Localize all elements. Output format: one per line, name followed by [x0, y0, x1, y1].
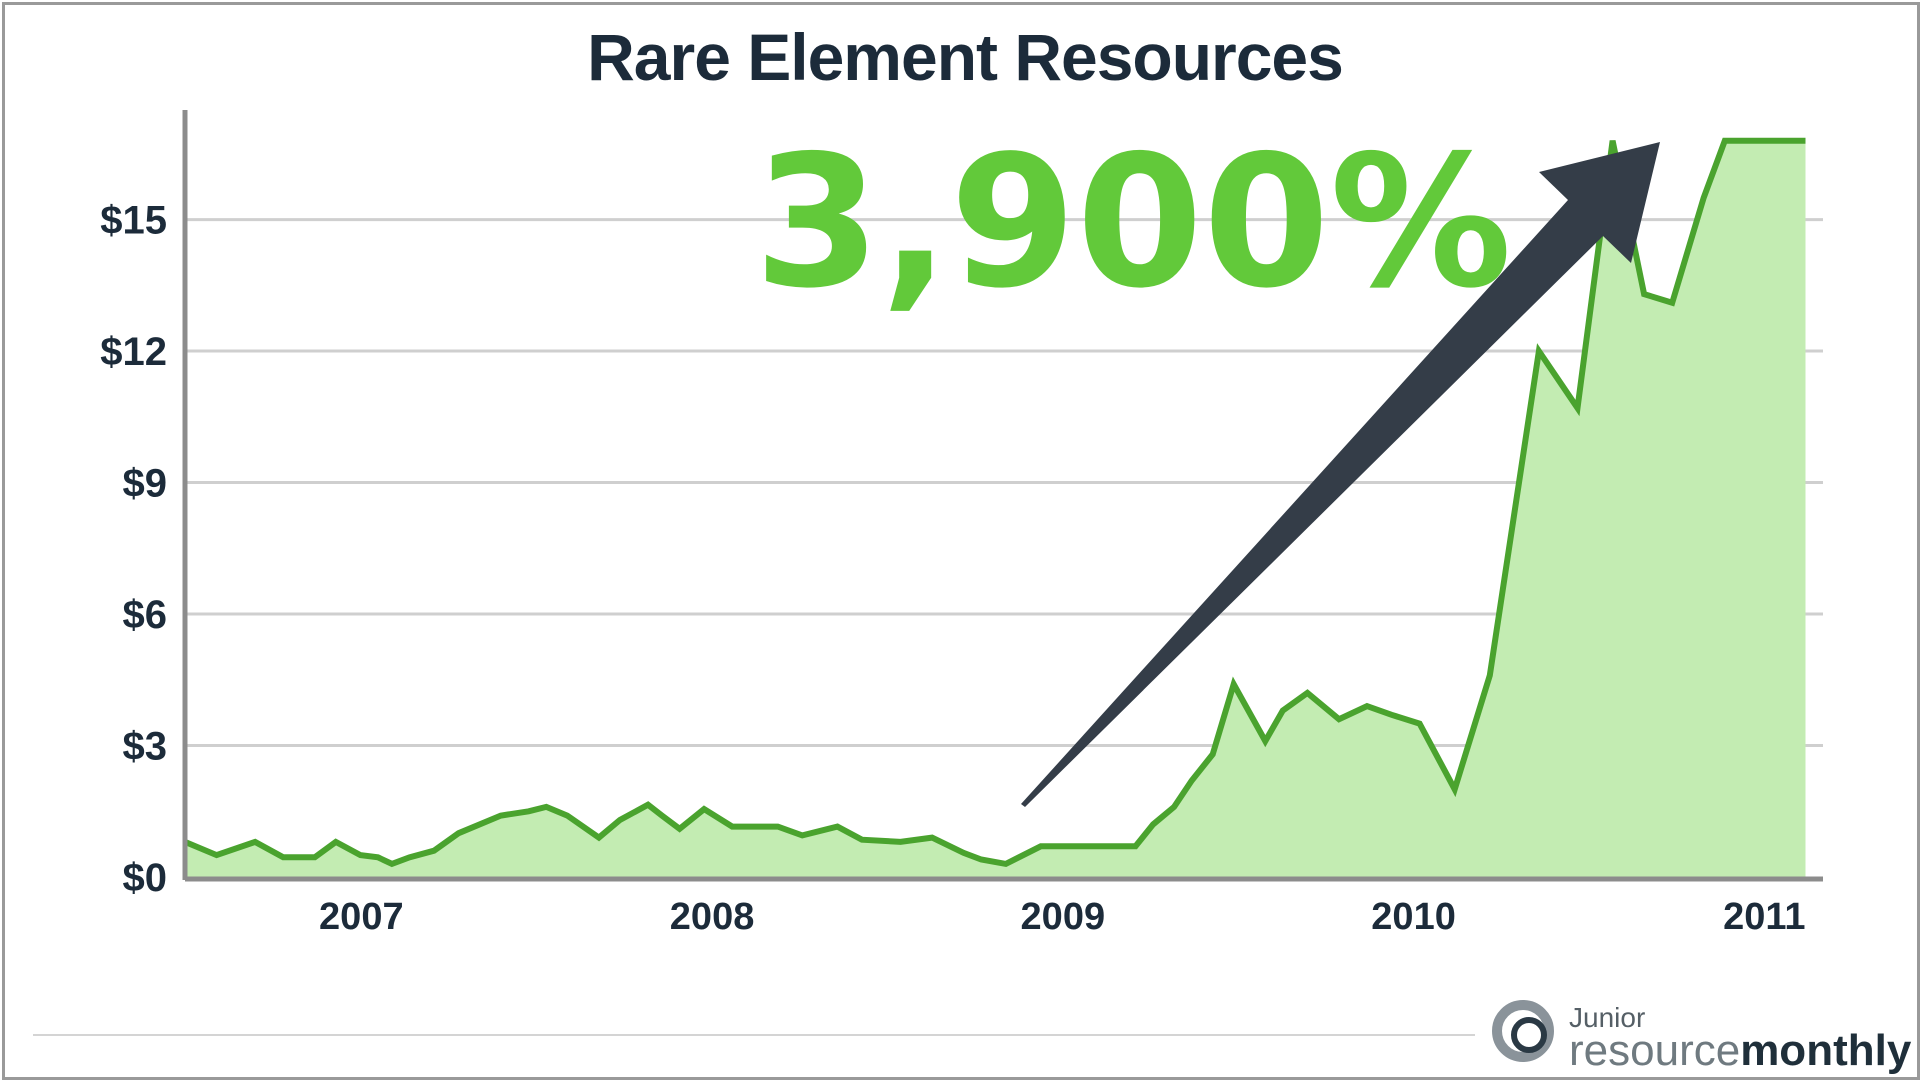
logo-junior-text: Junior: [1569, 1002, 1645, 1033]
logo-monthly-text: monthly: [1740, 1026, 1912, 1075]
ring-logo-icon: [1492, 1000, 1554, 1062]
y-tick-label: $9: [123, 462, 168, 506]
price-area-fill: [185, 140, 1806, 877]
brand-logo: Junior resourcemonthly: [1492, 1000, 1912, 1075]
x-tick-label: 2008: [670, 896, 755, 938]
x-tick-labels: 2007 2008 2009 2010 2011: [319, 896, 1805, 938]
growth-callout: 3,900%: [754, 116, 1512, 328]
x-tick-label: 2011: [1723, 896, 1805, 938]
x-tick-label: 2009: [1021, 896, 1106, 938]
chart-title: Rare Element Resources: [587, 20, 1343, 94]
chart-canvas: $0 $3 $6 $9 $12 $15 2007 2008 2009 2010 2011 Rare…: [33, 20, 1912, 1075]
price-line: [183, 137, 1806, 868]
growth-arrow-icon: [1021, 142, 1660, 807]
x-tick-label: 2007: [319, 896, 404, 938]
y-tick-label: $6: [123, 593, 168, 637]
y-tick-labels: $0 $3 $6 $9 $12 $15: [100, 199, 167, 900]
y-tick-label: $0: [123, 856, 168, 900]
logo-resource-text: resource: [1569, 1026, 1740, 1075]
x-tick-label: 2010: [1371, 896, 1456, 938]
y-tick-label: $15: [100, 199, 167, 243]
logo-wordmark: resourcemonthly: [1569, 1026, 1912, 1075]
y-tick-label: $12: [100, 330, 167, 374]
axes: [182, 110, 1823, 882]
y-tick-label: $3: [123, 725, 168, 769]
